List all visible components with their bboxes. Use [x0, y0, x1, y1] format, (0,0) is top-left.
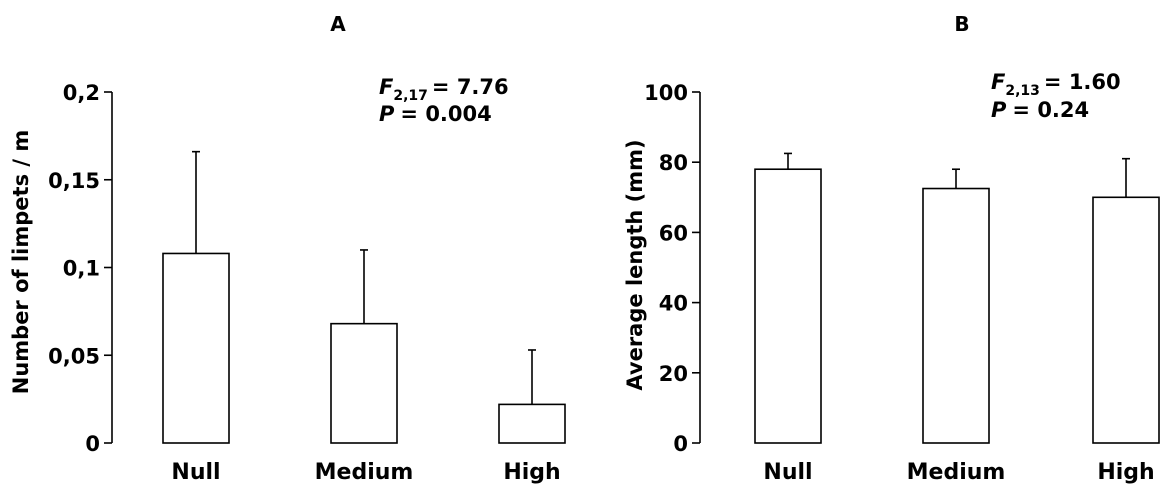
panel-a-x-tick-label: High	[503, 460, 560, 485]
panel-a-x-tick-label: Medium	[315, 460, 414, 485]
panel-a-y-tick-label: 0,2	[63, 81, 100, 105]
panel-a-y-tick-label: 0,15	[48, 169, 100, 193]
panel-a-p-symbol: P	[379, 102, 395, 126]
panel-b-y-tick-label: 20	[659, 362, 688, 386]
panel-b-p-value: P = 0.24	[991, 98, 1089, 122]
panel-b-bar-medium	[922, 187, 990, 444]
panel-b-y-tick-label: 60	[659, 221, 688, 245]
panel-b-y-tick-label: 0	[673, 432, 688, 456]
panel-a-y-tick-label: 0	[85, 432, 100, 456]
panel-a-bar-medium	[330, 322, 398, 444]
panel-b-x-tick-label: High	[1097, 460, 1154, 485]
panel-a: A Number of limpets / m F2,17 = 7.76 P = 0…	[9, 12, 566, 485]
panel-b-p-text: = 0.24	[1012, 98, 1089, 122]
panel-a-f-subscript: 2,17	[393, 88, 428, 104]
panel-b-bar-null	[754, 168, 822, 444]
panel-b-y-tick-label: 80	[659, 151, 688, 175]
panel-b-y-axis-label: Average length (mm)	[623, 139, 647, 390]
panel-b-f-symbol: F	[991, 70, 1006, 94]
panel-a-bar-null	[162, 252, 230, 444]
panel-b-y-tick-label: 100	[644, 81, 688, 105]
panel-b-f-subscript: 2,13	[1005, 83, 1040, 99]
panel-a-f-statistic: F2,17 = 7.76	[379, 75, 509, 104]
panel-a-p-value: P = 0.004	[379, 102, 492, 126]
panel-b-x-tick-label: Null	[763, 460, 812, 485]
panel-b-p-symbol: P	[991, 98, 1007, 122]
panel-b-x-tick-label: Medium	[907, 460, 1006, 485]
panel-a-label: A	[330, 12, 346, 36]
panel-a-y-tick-label: 0,05	[48, 344, 100, 368]
panel-a-p-text: = 0.004	[400, 102, 491, 126]
panel-a-bar-high	[498, 403, 566, 444]
panel-b: B Average length (mm) F2,13 = 1.60 P = 0.2…	[623, 12, 1160, 485]
panel-b-f-value: = 1.60	[1044, 70, 1121, 94]
panel-b-y-tick-label: 40	[659, 292, 688, 316]
panel-a-y-tick-label: 0,1	[63, 257, 100, 281]
panel-a-y-axis-label: Number of limpets / m	[9, 130, 33, 395]
panel-a-f-value: = 7.76	[432, 75, 509, 99]
panel-b-label: B	[954, 12, 969, 36]
panel-b-bar-high	[1092, 196, 1160, 444]
panel-a-f-symbol: F	[379, 75, 394, 99]
panel-b-f-statistic: F2,13 = 1.60	[991, 70, 1121, 99]
panel-a-x-tick-label: Null	[171, 460, 220, 485]
